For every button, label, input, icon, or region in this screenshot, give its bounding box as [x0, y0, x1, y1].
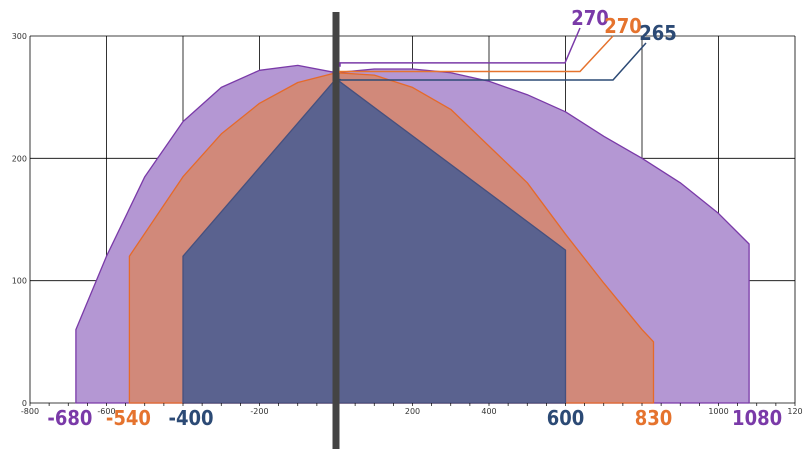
x-tick-label-10: 120	[787, 407, 802, 416]
leader-line-0	[339, 27, 581, 67]
right-bound-label-2: 600	[547, 406, 585, 430]
x-tick-label-1: -600	[97, 407, 115, 416]
x-tick-label-5: 200	[405, 407, 420, 416]
y-tick-label-1: 100	[12, 277, 27, 286]
right-bound-label-0: 1080	[732, 406, 782, 430]
marker	[332, 12, 340, 449]
vertical-marker	[332, 12, 340, 449]
peak-label-1: 270	[604, 14, 642, 38]
x-tick-label-0: -800	[21, 407, 39, 416]
x-tick-label-3: -200	[250, 407, 268, 416]
left-bound-label-1: -540	[106, 406, 151, 430]
x-tick-label-6: 400	[481, 407, 496, 416]
axes: -800 -600 -200 200 400 1000 120 0 100 200 300	[12, 32, 803, 416]
leader-line-2	[339, 42, 647, 81]
peak-label-0: 270	[571, 6, 609, 30]
areas	[75, 64, 750, 404]
peak-label-2: 265	[639, 21, 677, 45]
leader-line-1	[339, 35, 614, 73]
left-bound-label-2: -400	[168, 406, 213, 430]
y-tick-label-2: 200	[12, 154, 27, 163]
y-tick-label-3: 300	[12, 32, 27, 41]
y-tick-label-0: 0	[22, 399, 27, 408]
x-tick-label-9: 1000	[708, 407, 728, 416]
area-series-2	[182, 78, 567, 404]
leaders	[339, 27, 647, 81]
left-bound-label-0: -680	[47, 406, 92, 430]
right-bound-label-1: 830	[635, 406, 673, 430]
